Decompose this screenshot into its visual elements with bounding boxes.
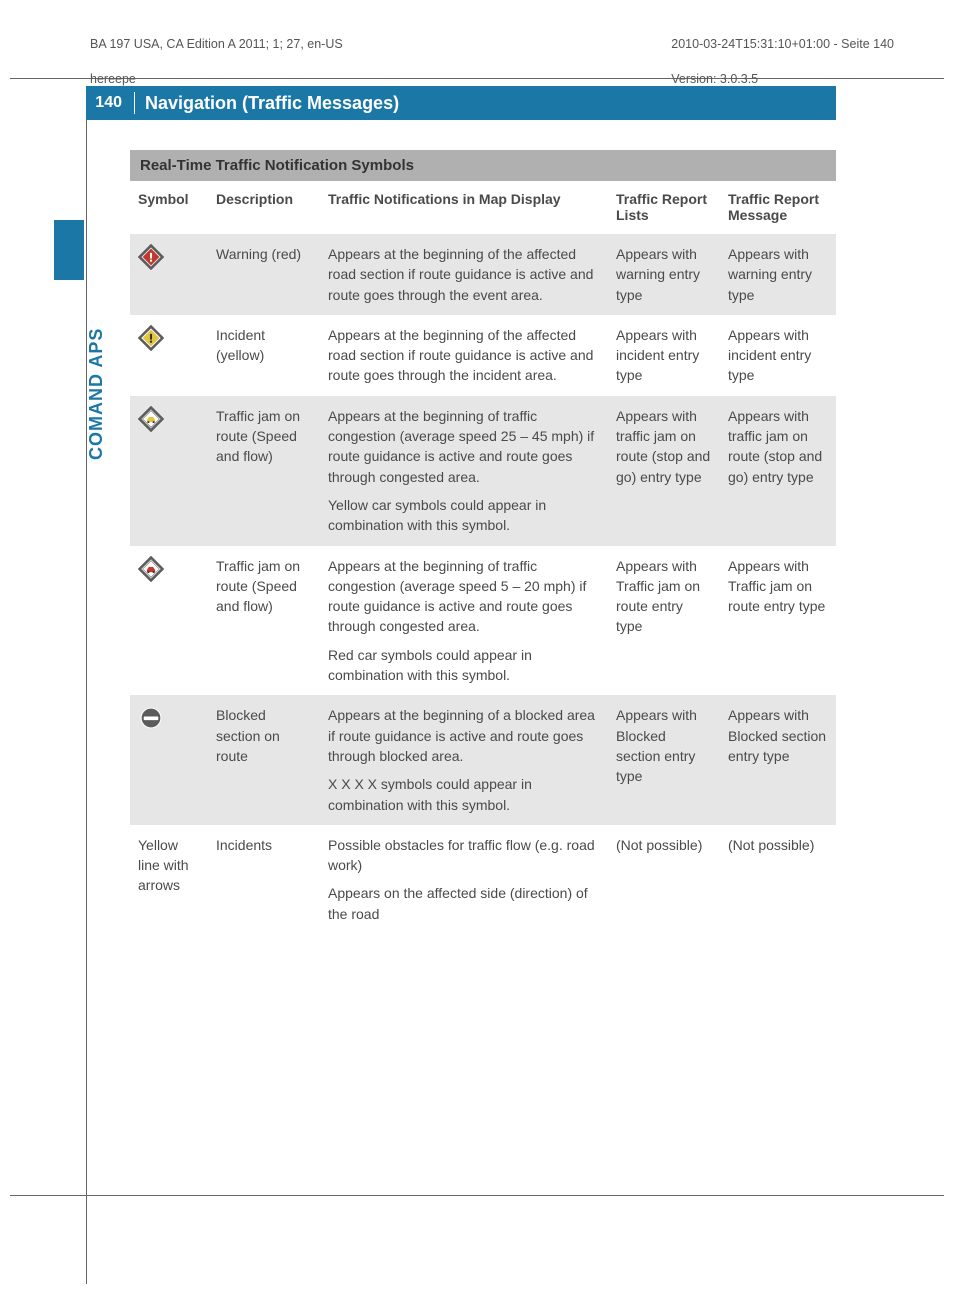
cell-list: Appears with warning entry type bbox=[608, 234, 720, 315]
col-header-list: Traffic Report Lists bbox=[608, 181, 720, 234]
jam-red-icon bbox=[138, 556, 164, 582]
meta-left-line1: BA 197 USA, CA Edition A 2011; 1; 27, en… bbox=[90, 36, 343, 54]
cell-map-p2: Yellow car symbols could appear in combi… bbox=[328, 495, 600, 536]
cell-map-p2: Appears on the affected side (direction)… bbox=[328, 883, 600, 924]
cell-msg: (Not possible) bbox=[720, 825, 836, 934]
cell-description: Blocked section on route bbox=[208, 695, 320, 824]
cell-list: Appears with Blocked section entry type bbox=[608, 695, 720, 824]
cell-symbol bbox=[130, 396, 208, 546]
meta-right-line1: 2010-03-24T15:31:10+01:00 - Seite 140 bbox=[671, 36, 894, 54]
col-header-symbol: Symbol bbox=[130, 181, 208, 234]
table-row: Blocked section on routeAppears at the b… bbox=[130, 695, 836, 824]
table-row: Traffic jam on route (Speed and flow)App… bbox=[130, 396, 836, 546]
table-row: Warning (red)Appears at the beginning of… bbox=[130, 234, 836, 315]
table-row: Yellow line with arrows IncidentsPossible… bbox=[130, 825, 836, 934]
col-header-map: Traffic Notifications in Map Display bbox=[320, 181, 608, 234]
side-tab bbox=[54, 220, 84, 280]
cell-symbol bbox=[130, 315, 208, 396]
cell-map: Appears at the beginning of traffic cong… bbox=[320, 396, 608, 546]
incident-icon bbox=[138, 325, 164, 351]
cell-list: Appears with Traffic jam on route entry … bbox=[608, 546, 720, 696]
cell-map: Possible obstacles for traffic flow (e.g… bbox=[320, 825, 608, 934]
table-row: Incident (yellow)Appears at the beginnin… bbox=[130, 315, 836, 396]
cell-msg: Appears with traffic jam on route (stop … bbox=[720, 396, 836, 546]
traffic-symbols-table: Symbol Description Traffic Notifications… bbox=[130, 181, 836, 934]
cell-map-p2: Red car symbols could appear in combinat… bbox=[328, 645, 600, 686]
cell-map: Appears at the beginning of traffic cong… bbox=[320, 546, 608, 696]
cell-map-p1: Appears at the beginning of the affected… bbox=[328, 244, 600, 305]
table-row: Traffic jam on route (Speed and flow)App… bbox=[130, 546, 836, 696]
cell-description: Traffic jam on route (Speed and flow) bbox=[208, 396, 320, 546]
cell-msg: Appears with incident entry type bbox=[720, 315, 836, 396]
cell-map: Appears at the beginning of the affected… bbox=[320, 234, 608, 315]
banner-divider bbox=[134, 92, 135, 114]
cell-symbol bbox=[130, 546, 208, 696]
cell-map-p1: Appears at the beginning of the affected… bbox=[328, 325, 600, 386]
jam-yellow-icon bbox=[138, 406, 164, 432]
cell-symbol: Yellow line with arrows bbox=[130, 825, 208, 934]
rule-bottom bbox=[10, 1195, 944, 1196]
cell-description: Incident (yellow) bbox=[208, 315, 320, 396]
section-banner: 140 Navigation (Traffic Messages) bbox=[86, 86, 836, 120]
cell-description: Incidents bbox=[208, 825, 320, 934]
cell-symbol bbox=[130, 234, 208, 315]
rule-left bbox=[86, 86, 87, 1284]
cell-map: Appears at the beginning of a blocked ar… bbox=[320, 695, 608, 824]
content-area: Real-Time Traffic Notification Symbols S… bbox=[130, 150, 836, 934]
section-title-bar: Real-Time Traffic Notification Symbols bbox=[130, 150, 836, 181]
side-label: COMAND APS bbox=[86, 328, 107, 460]
cell-msg: Appears with Blocked section entry type bbox=[720, 695, 836, 824]
cell-list: Appears with incident entry type bbox=[608, 315, 720, 396]
cell-symbol bbox=[130, 695, 208, 824]
cell-list: (Not possible) bbox=[608, 825, 720, 934]
cell-map-p1: Appears at the beginning of traffic cong… bbox=[328, 556, 600, 637]
cell-map-p1: Appears at the beginning of a blocked ar… bbox=[328, 705, 600, 766]
cell-list: Appears with traffic jam on route (stop … bbox=[608, 396, 720, 546]
page: BA 197 USA, CA Edition A 2011; 1; 27, en… bbox=[0, 0, 954, 1294]
table-header-row: Symbol Description Traffic Notifications… bbox=[130, 181, 836, 234]
cell-description: Warning (red) bbox=[208, 234, 320, 315]
cell-map-p1: Appears at the beginning of traffic cong… bbox=[328, 406, 600, 487]
cell-msg: Appears with Traffic jam on route entry … bbox=[720, 546, 836, 696]
cell-description: Traffic jam on route (Speed and flow) bbox=[208, 546, 320, 696]
col-header-description: Description bbox=[208, 181, 320, 234]
cell-msg: Appears with warning entry type bbox=[720, 234, 836, 315]
cell-map-p1: Possible obstacles for traffic flow (e.g… bbox=[328, 835, 600, 876]
blocked-icon bbox=[138, 705, 164, 731]
warning-icon bbox=[138, 244, 164, 270]
cell-map-p2: X X X X symbols could appear in combinat… bbox=[328, 774, 600, 815]
banner-title: Navigation (Traffic Messages) bbox=[145, 93, 399, 114]
symbol-text: Yellow line with arrows bbox=[138, 837, 189, 894]
page-number: 140 bbox=[86, 94, 130, 112]
cell-map: Appears at the beginning of the affected… bbox=[320, 315, 608, 396]
col-header-msg: Traffic Report Message bbox=[720, 181, 836, 234]
